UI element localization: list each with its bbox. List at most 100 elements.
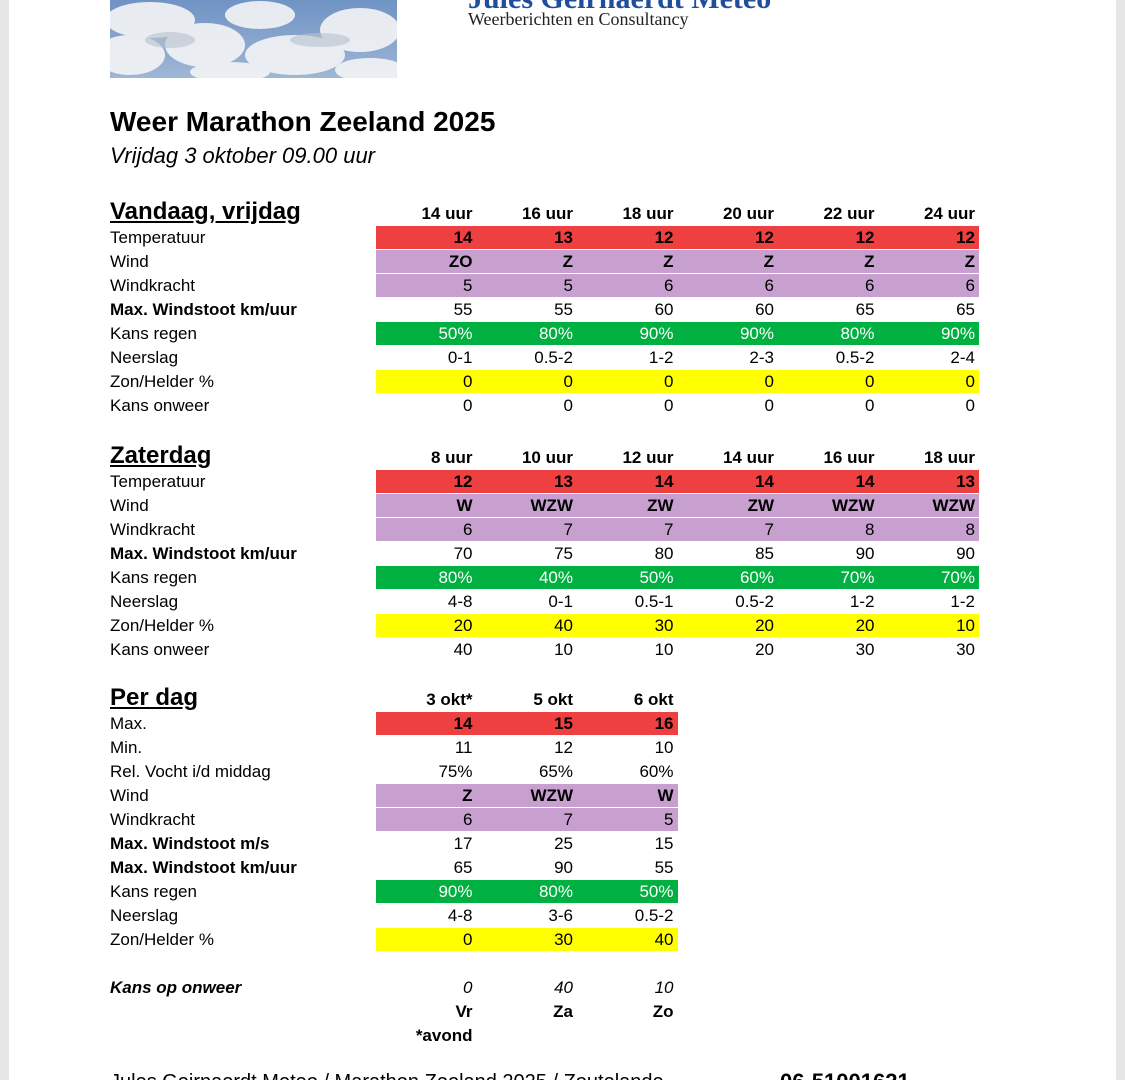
table-cell: 65 (855, 300, 875, 319)
row-highlight (376, 880, 678, 903)
row-label: Wind (110, 786, 149, 805)
column-header: 5 okt (533, 690, 573, 709)
table-cell: 1-2 (849, 592, 875, 611)
table-cell: 80% (840, 324, 875, 343)
table-cell: 5 (563, 276, 573, 295)
table-cell: 17 (453, 834, 473, 853)
row-label: Kans regen (110, 568, 197, 587)
table-cell: 14 (453, 714, 473, 733)
table-cell: 0.5-2 (534, 348, 573, 367)
table-cell: 90% (940, 324, 975, 343)
row-highlight (376, 712, 678, 735)
table-cell: 85 (755, 544, 774, 563)
row-label: Max. Windstoot km/uur (110, 544, 297, 563)
table-cell: Z (864, 252, 875, 271)
table-cell: 0 (563, 396, 573, 415)
table-cell: 5 (664, 810, 674, 829)
column-header: 16 uur (823, 448, 875, 467)
table-cell: 0.5-2 (835, 348, 875, 367)
brand-tagline: Weerberichten en Consultancy (468, 9, 689, 29)
row-label: Kans onweer (110, 396, 210, 415)
table-cell: 12 (956, 228, 975, 247)
row-label: Zon/Helder % (110, 930, 214, 949)
column-header: 8 uur (430, 448, 473, 467)
row-label: Wind (110, 496, 149, 515)
table-cell: 12 (654, 228, 674, 247)
table-cell: Za (553, 1002, 573, 1021)
table-cell: 40 (554, 616, 573, 635)
table-cell: 50% (639, 882, 674, 901)
section-heading: Per dag (110, 684, 199, 711)
table-cell: 0-1 (447, 348, 473, 367)
table-cell: 0 (664, 372, 674, 391)
row-label: Windkracht (110, 520, 196, 539)
row-label: Neerslag (110, 348, 179, 367)
table-cell: 6 (865, 276, 875, 295)
row-highlight (376, 274, 979, 297)
table-cell: 14 (755, 472, 774, 491)
page-edge (0, 0, 9, 1080)
column-header: 14 uur (722, 448, 774, 467)
row-highlight (376, 614, 979, 637)
table-cell: 7 (563, 810, 573, 829)
table-cell: 65% (538, 762, 573, 781)
table-cell: 7 (764, 520, 774, 539)
row-label: Neerslag (110, 906, 179, 925)
row-highlight (376, 784, 678, 807)
table-cell: 6 (764, 276, 774, 295)
table-cell: 75% (438, 762, 473, 781)
table-cell: 55 (453, 300, 473, 319)
row-highlight (376, 250, 979, 273)
table-cell: 0 (563, 372, 573, 391)
table-cell: 60% (639, 762, 674, 781)
table-cell: 13 (554, 472, 573, 491)
table-cell: 70% (840, 568, 875, 587)
table-cell: WZW (530, 496, 573, 515)
table-cell: 10 (654, 738, 674, 757)
table-cell: 65 (453, 858, 473, 877)
table-cell: 7 (563, 520, 573, 539)
page-edge (1116, 0, 1125, 1080)
table-cell: 11 (454, 738, 473, 757)
table-cell: ZW (747, 496, 774, 515)
table-cell: 12 (554, 738, 573, 757)
row-highlight (376, 226, 979, 249)
column-header: 24 uur (923, 204, 975, 223)
row-label: Wind (110, 252, 149, 271)
table-cell: 0 (463, 930, 473, 949)
table-cell: 90% (639, 324, 674, 343)
table-cell: W (456, 496, 473, 515)
table-cell: 14 (654, 472, 674, 491)
table-cell: 14 (855, 472, 875, 491)
table-cell: 65 (956, 300, 975, 319)
column-header: 10 uur (521, 448, 573, 467)
table-cell: 60 (654, 300, 674, 319)
table-cell: 25 (554, 834, 573, 853)
table-cell: 13 (554, 228, 573, 247)
row-highlight (376, 370, 979, 393)
table-cell: 90 (956, 544, 975, 563)
table-cell: 40% (538, 568, 573, 587)
table-cell: 0 (965, 396, 975, 415)
row-highlight (376, 808, 678, 831)
table-cell: 0 (463, 396, 473, 415)
table-cell: 0 (865, 396, 875, 415)
table-cell: 7 (664, 520, 674, 539)
table-cell: W (657, 786, 674, 805)
row-label: Zon/Helder % (110, 372, 214, 391)
document-subtitle: Vrijdag 3 oktober 09.00 uur (110, 143, 375, 168)
row-label: Kans onweer (110, 640, 210, 659)
row-label: Temperatuur (110, 228, 206, 247)
row-label: Neerslag (110, 592, 179, 611)
table-cell: 0.5-2 (634, 906, 674, 925)
column-header: 12 uur (622, 448, 674, 467)
cloud-photo (110, 0, 397, 78)
row-label: Zon/Helder % (110, 616, 214, 635)
column-header: 18 uur (923, 448, 975, 467)
table-cell: ZO (448, 252, 473, 271)
table-cell: 15 (554, 714, 573, 733)
table-cell: 20 (755, 616, 774, 635)
table-cell: 90% (438, 882, 473, 901)
table-cell: 55 (554, 300, 573, 319)
